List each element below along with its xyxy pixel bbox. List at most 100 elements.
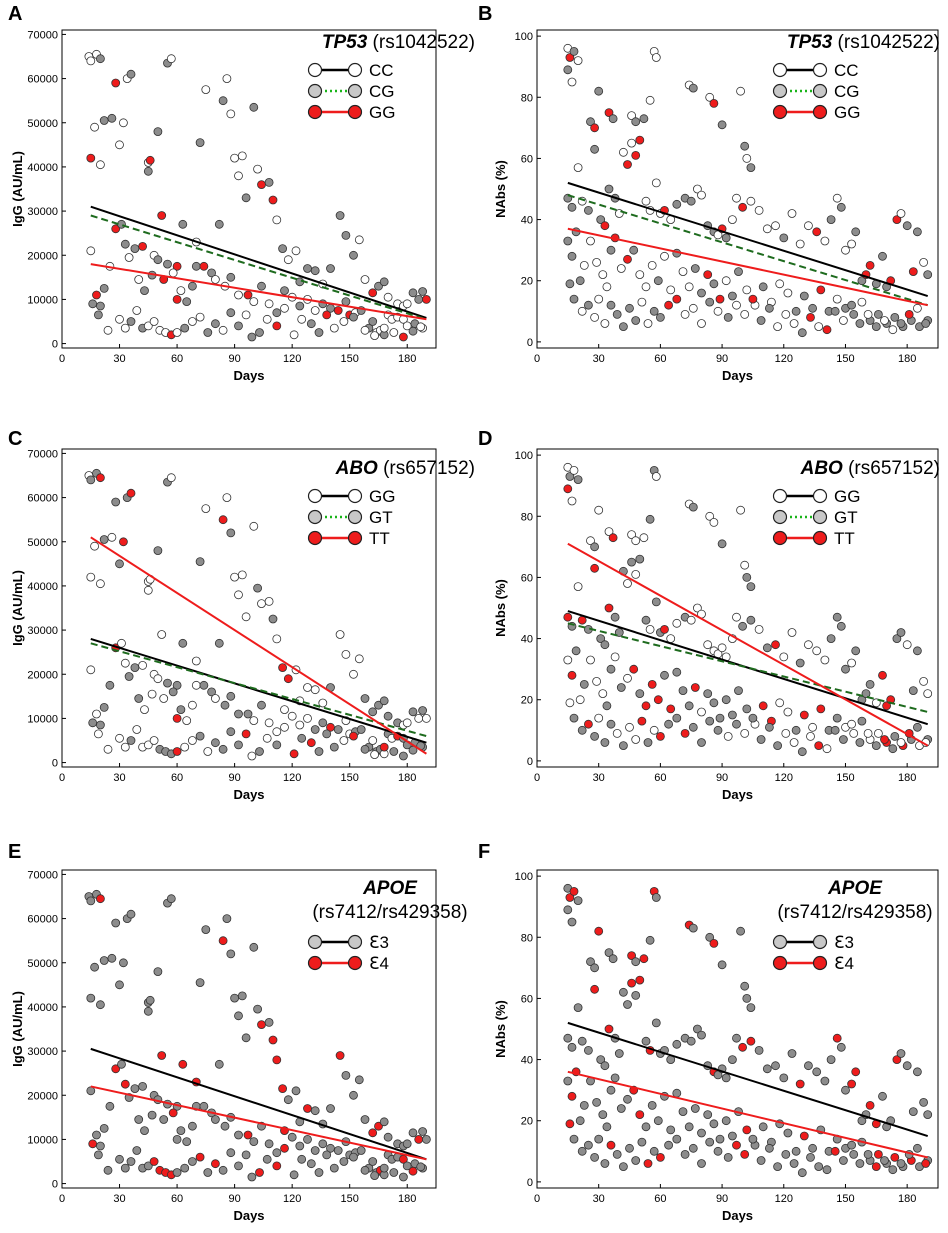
data-point (604, 603, 614, 613)
data-point (565, 698, 575, 708)
data-point (257, 1020, 266, 1029)
data-point (297, 1154, 307, 1164)
data-point (414, 294, 424, 304)
data-point (563, 655, 573, 665)
data-point (863, 729, 873, 738)
data-point (584, 719, 593, 729)
data-point (187, 700, 197, 710)
data-point (272, 308, 282, 318)
x-tick-label: 90 (228, 772, 240, 784)
data-point (117, 638, 126, 648)
x-tick-label: 60 (654, 772, 666, 784)
data-point (740, 729, 750, 738)
data-point (584, 205, 593, 215)
data-point (787, 209, 797, 218)
data-point (303, 1135, 312, 1144)
data-point (888, 744, 898, 754)
data-point (573, 163, 583, 173)
y-tick-label: 60000 (27, 74, 58, 86)
data-point (168, 1108, 178, 1118)
data-point (832, 294, 842, 304)
data-point (878, 670, 887, 680)
legend-marker (347, 955, 363, 971)
data-point (697, 707, 706, 717)
data-point (237, 151, 247, 161)
panel-a: A 0 30 60 90 120 150 180 0 10000 20000 30000 40000 50… (8, 3, 475, 383)
fit-line-TT (90, 536, 427, 755)
data-point (728, 710, 737, 720)
data-point (187, 281, 197, 291)
data-point (602, 282, 612, 292)
legend-gene: ABO (335, 458, 384, 479)
data-point (627, 530, 636, 539)
data-point (132, 306, 142, 315)
data-point (180, 1163, 190, 1173)
legend-label: CC (369, 61, 394, 80)
data-point (117, 1059, 126, 1069)
data-point (627, 138, 636, 148)
panel-b: B 0 30 60 90 120 150 180 0 20 40 60 80 100 Days NAbs (%… (478, 3, 940, 383)
data-point (672, 713, 682, 723)
data-point (672, 1134, 682, 1144)
data-point (773, 1162, 782, 1171)
data-point (688, 303, 698, 313)
y-tick-label: 20000 (27, 1090, 58, 1102)
data-point (847, 300, 856, 310)
data-point (629, 245, 639, 255)
data-point (234, 740, 243, 750)
data-point (178, 638, 188, 648)
data-point (90, 541, 99, 551)
data-point (604, 527, 614, 536)
data-point (119, 958, 128, 968)
data-point (166, 894, 176, 904)
data-point (134, 275, 144, 284)
data-point (625, 722, 634, 732)
data-point (222, 74, 232, 83)
data-point (99, 535, 109, 544)
data-point (310, 1146, 320, 1155)
data-point (666, 634, 676, 643)
data-point (402, 718, 412, 728)
legend-label: CC (834, 61, 859, 80)
data-point (178, 1059, 188, 1069)
data-point (218, 744, 228, 754)
data-point (115, 1154, 124, 1164)
data-point (874, 729, 883, 738)
y-tick-label: 0 (527, 756, 533, 768)
legend-marker (307, 83, 323, 99)
data-point (86, 993, 96, 1003)
y-tick-label: 70000 (27, 29, 58, 41)
data-point (686, 615, 696, 625)
data-point (249, 102, 259, 112)
fit-line-GG (567, 610, 929, 726)
data-point (863, 309, 873, 319)
y-tick-label: 100 (515, 871, 533, 883)
data-point (138, 1082, 148, 1091)
data-point (775, 698, 785, 708)
data-point (283, 1095, 293, 1105)
data-point (234, 321, 243, 331)
data-point (847, 719, 856, 729)
data-point (721, 276, 731, 286)
data-point (264, 1018, 274, 1027)
data-point (728, 1131, 737, 1141)
data-point (847, 1140, 856, 1150)
data-point (126, 909, 136, 919)
data-point (360, 744, 370, 754)
data-point (600, 221, 610, 231)
data-point (94, 729, 103, 739)
data-point (111, 918, 121, 928)
data-point (680, 1150, 690, 1159)
data-point (612, 309, 622, 319)
data-point (107, 953, 117, 963)
legend-marker (347, 488, 363, 504)
panel-letter: A (8, 3, 22, 25)
data-point (120, 1079, 130, 1089)
fit-line-ℇ4 (567, 1070, 928, 1159)
data-point (230, 153, 240, 163)
data-point (758, 1122, 768, 1132)
data-point (103, 1165, 113, 1175)
x-tick-label: 30 (593, 353, 605, 365)
fit-line-GG (90, 263, 427, 321)
